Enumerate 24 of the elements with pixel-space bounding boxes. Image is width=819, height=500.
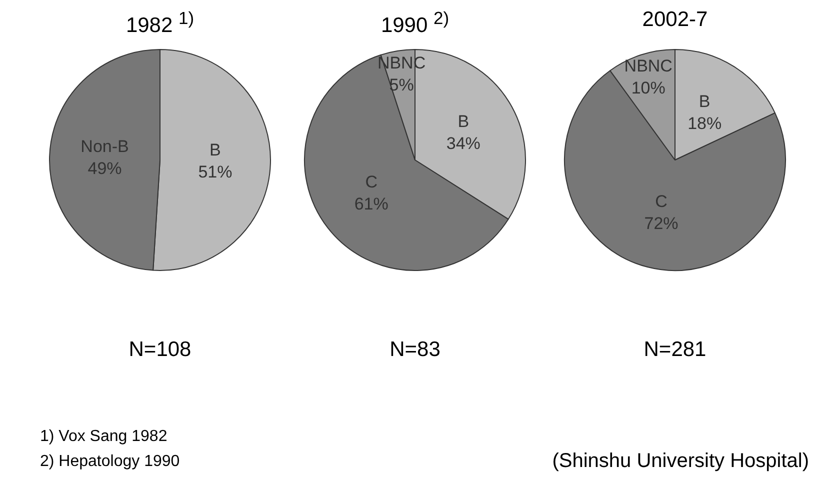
slice-label: C <box>655 192 668 212</box>
slice-label: B <box>698 92 710 112</box>
chart-title: 1982 $^{1)}$ <box>124 8 196 38</box>
slice-label: Non-B <box>80 136 129 156</box>
data-label: 72% <box>644 214 678 234</box>
data-label: 34% <box>446 134 480 154</box>
slice-label: C <box>365 172 378 192</box>
data-label: 51% <box>198 162 232 182</box>
data-label: 5% <box>389 76 414 95</box>
slice-label: B <box>458 112 470 132</box>
text: N=83 <box>388 338 442 362</box>
chart-title: 1990 $^{2)}$ <box>380 8 450 38</box>
text: 2) Hepatology 1990 <box>40 453 180 471</box>
text: (Shinshu University Hospital) <box>552 450 809 473</box>
slice-label: NBNC <box>624 56 672 76</box>
text: 1) Vox Sang 1982 <box>40 428 168 446</box>
text: N=108 <box>128 338 192 362</box>
text: N=281 <box>642 338 708 362</box>
chart-title: 2002-7 <box>641 8 709 32</box>
data-label: 61% <box>354 194 388 214</box>
data-label: 10% <box>631 78 666 98</box>
data-label: 18% <box>688 114 722 134</box>
data-label: 49% <box>88 158 122 178</box>
slice-label: B <box>210 140 221 160</box>
